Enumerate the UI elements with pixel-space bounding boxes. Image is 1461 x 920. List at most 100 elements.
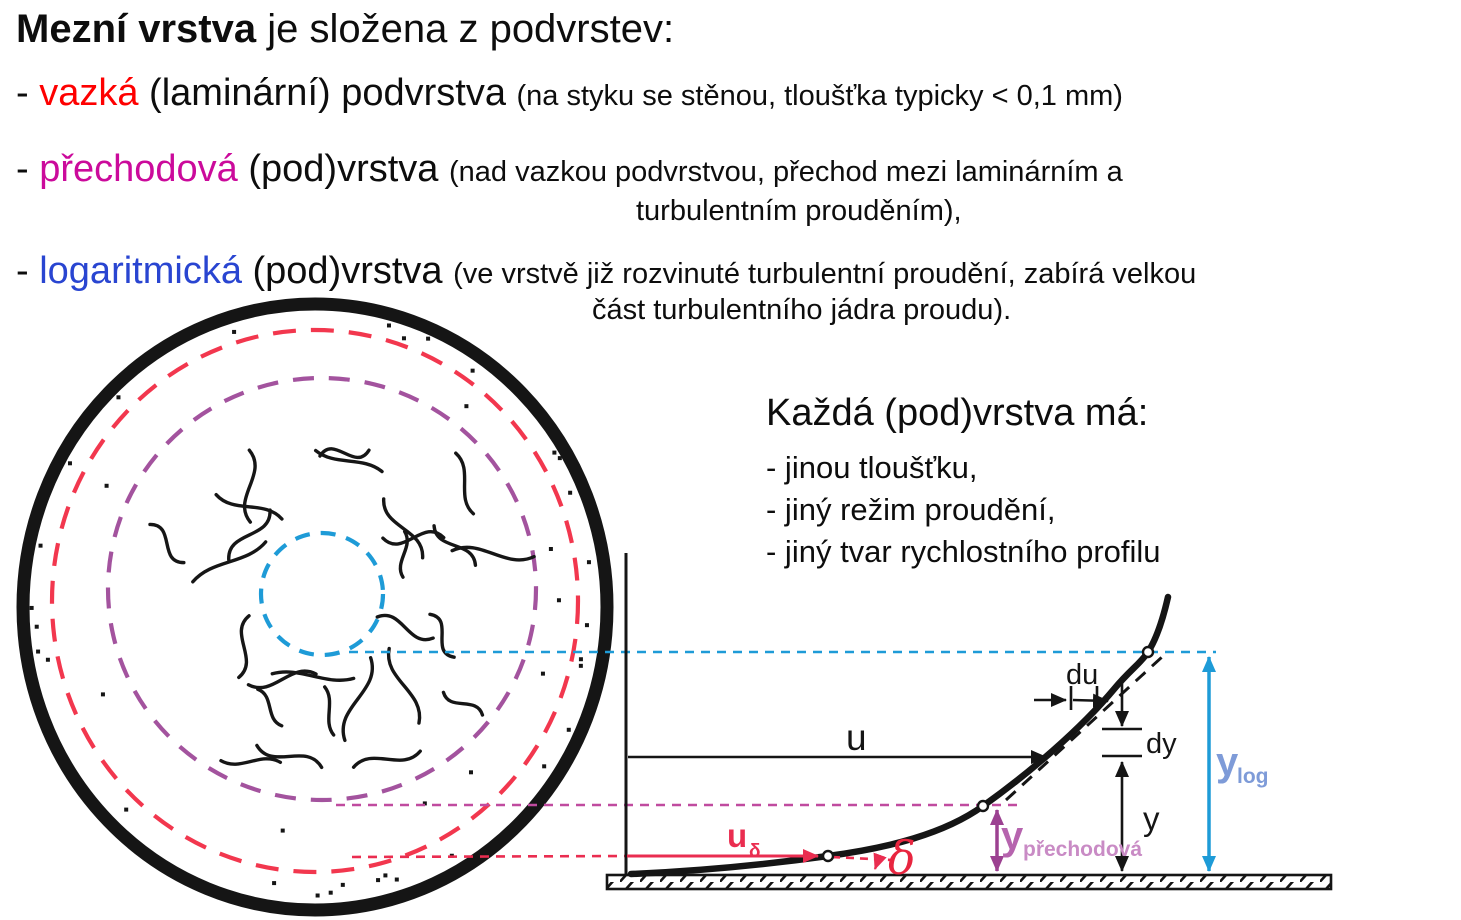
sublayer-dot: [422, 801, 427, 806]
label-u-delta-sub: δ: [749, 841, 761, 862]
du-arrow-right: [1072, 693, 1109, 708]
bullet-main: (pod)vrstva: [237, 148, 449, 190]
sublayer-dot: [578, 657, 583, 662]
curve-point-vazka: [821, 849, 835, 863]
bullet-main: (pod)vrstva: [241, 250, 454, 292]
bullet-logaritmicka: - logaritmická (pod)vrstva (ve vrstvě ji…: [16, 250, 1197, 292]
wall-hatched-surface: [605, 873, 1333, 891]
bullet-prechodova-line2: turbulentním prouděním),: [636, 195, 962, 227]
sublayer-dot: [468, 770, 473, 775]
label-u: u: [846, 717, 867, 758]
sublayer-dot: [38, 543, 43, 548]
side-panel-item-thickness: - jinou tloušťku,: [766, 450, 978, 485]
title-bold: Mezní vrstva: [16, 7, 257, 51]
sublayer-dot: [586, 560, 591, 565]
sublayer-dot: [328, 890, 333, 895]
turbulence-squiggle: [255, 743, 324, 770]
sublayer-dot: [376, 878, 381, 883]
sublayer-dot: [315, 893, 320, 898]
turbulence-squiggle: [246, 669, 318, 690]
turbulence-squiggle: [313, 448, 384, 474]
turbulence-squiggle: [256, 687, 284, 728]
turbulence-squiggle: [351, 749, 422, 769]
red-connector-dashed-line: [351, 854, 627, 859]
pipe-cross-section-diagram: [16, 297, 614, 917]
sublayer-dot: [232, 329, 237, 334]
turbulence-squiggle: [242, 448, 257, 524]
bullet-dash: -: [16, 250, 40, 292]
sublayer-dot: [557, 456, 562, 461]
sublayer-dot: [29, 605, 34, 610]
label-y-prechodova-sub: přechodová: [1023, 838, 1142, 861]
delta-dashed-line: [831, 855, 893, 862]
turbulence-squiggle: [386, 646, 422, 725]
sublayer-dot: [552, 450, 557, 455]
turbulence-squiggle: [382, 497, 425, 560]
bullet-note: (na styku se stěnou, tloušťka typicky < …: [516, 80, 1123, 112]
sublayer-dot: [548, 546, 553, 551]
vazka-layer-boundary-circle: [49, 327, 581, 875]
viscous-sublayer-dots: [29, 323, 591, 898]
sublayer-dot: [45, 657, 50, 662]
bullet-prechodova: - přechodová (pod)vrstva (nad vazkou pod…: [16, 148, 1123, 190]
turbulence-squiggle: [450, 545, 536, 562]
sublayer-dot: [568, 490, 573, 495]
turbulence-squiggle: [191, 540, 268, 584]
sublayer-dot: [272, 881, 277, 886]
label-y-prechodova: y: [1001, 814, 1024, 858]
sublayer-dot: [556, 598, 561, 603]
logaritmicka-core-circle: [258, 530, 386, 658]
turbulence-squiggle: [214, 492, 284, 521]
label-delta: δ: [888, 831, 916, 885]
sublayer-dot: [542, 764, 547, 769]
label-y-log-sub: log: [1237, 765, 1269, 788]
term-logaritmicka: logaritmická: [39, 250, 242, 292]
label-du: du: [1066, 659, 1098, 691]
bullet-logaritmicka-line2: část turbulentního jádra proudu).: [592, 294, 1012, 326]
label-y: y: [1143, 800, 1160, 837]
turbulence-squiggle: [441, 690, 485, 717]
sublayer-dot: [470, 368, 475, 373]
turbulence-squiggle: [341, 656, 375, 743]
bullet-main: (laminární) podvrstva: [138, 72, 517, 114]
turbulence-squiggle: [219, 757, 283, 766]
label-y-log: y: [1216, 740, 1239, 784]
sublayer-dot: [566, 727, 571, 732]
sublayer-dot: [578, 663, 583, 668]
turbulence-squiggle: [375, 613, 435, 642]
bullet-dash: -: [16, 148, 40, 190]
bullet-note: (ve vrstvě již rozvinuté turbulentní pro…: [453, 258, 1197, 290]
turbulence-squiggle: [381, 530, 446, 546]
bullet-dash: -: [16, 72, 40, 114]
sublayer-dot: [584, 623, 589, 628]
turbulence-squiggle: [432, 524, 478, 567]
sublayer-dot: [124, 807, 129, 812]
prechodova-layer-boundary-circle: [105, 375, 539, 803]
label-dy: dy: [1146, 728, 1177, 760]
turbulence-squiggle: [148, 522, 186, 565]
term-vazka: vazká: [39, 72, 139, 114]
sublayer-dot: [36, 649, 41, 654]
sublayer-dot: [394, 877, 399, 882]
title-rest: je složena z podvrstev:: [256, 7, 675, 51]
turbulence-squiggle: [237, 614, 251, 680]
turbulence-squiggle: [318, 447, 371, 460]
curve-point-prechodova: [976, 799, 990, 813]
sublayer-dot: [100, 692, 105, 697]
tangent-dashed-line: [1004, 655, 1164, 802]
sublayer-dot: [67, 461, 72, 466]
side-panel-item-profile: - jiný tvar rychlostního profilu: [766, 534, 1161, 569]
turbulence-squiggle: [428, 612, 456, 659]
sublayer-dot: [383, 873, 388, 878]
pipe-wall-circle: [16, 297, 614, 917]
sublayer-dot: [34, 624, 39, 629]
bullet-vazka: - vazká (laminární) podvrstva (na styku …: [16, 72, 1123, 114]
sublayer-dot: [386, 323, 391, 328]
sublayer-dot: [464, 404, 469, 409]
page-title: Mezní vrstva je složena z podvrstev:: [16, 8, 674, 50]
curve-point-log: [1141, 645, 1155, 659]
turbulence-squiggle: [270, 670, 356, 682]
sublayer-dot: [426, 336, 431, 341]
